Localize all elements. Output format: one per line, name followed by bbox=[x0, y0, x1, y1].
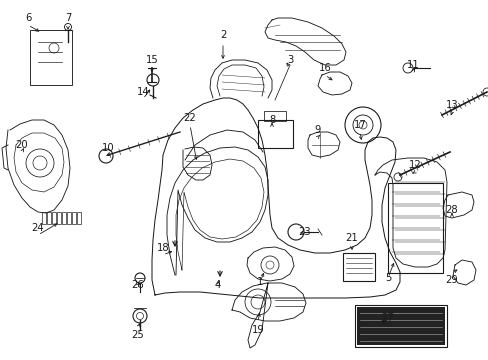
Text: 26: 26 bbox=[131, 280, 144, 290]
Text: 2: 2 bbox=[220, 30, 226, 40]
Bar bbox=[42, 212, 46, 224]
Text: 15: 15 bbox=[145, 55, 158, 65]
Text: 6: 6 bbox=[25, 13, 31, 23]
Text: 22: 22 bbox=[183, 113, 196, 123]
Bar bbox=[47, 212, 51, 224]
Text: 25: 25 bbox=[131, 330, 144, 340]
Text: 3: 3 bbox=[286, 55, 292, 65]
Text: 11: 11 bbox=[406, 60, 419, 70]
Text: 7: 7 bbox=[65, 13, 71, 23]
Text: 18: 18 bbox=[156, 243, 169, 253]
Text: 29: 29 bbox=[445, 275, 457, 285]
Bar bbox=[30, 30, 72, 85]
Text: 19: 19 bbox=[251, 325, 264, 335]
Bar bbox=[387, 183, 442, 273]
Text: 16: 16 bbox=[318, 63, 331, 73]
Bar bbox=[258, 120, 292, 148]
Text: 9: 9 bbox=[314, 125, 321, 135]
Bar bbox=[52, 212, 56, 224]
Bar bbox=[72, 212, 76, 224]
Text: 13: 13 bbox=[445, 100, 457, 110]
Text: 4: 4 bbox=[214, 280, 221, 290]
Text: 24: 24 bbox=[32, 223, 44, 233]
Bar bbox=[62, 212, 66, 224]
Bar bbox=[264, 111, 285, 121]
Text: 12: 12 bbox=[408, 160, 421, 170]
Text: 5: 5 bbox=[384, 273, 390, 283]
Bar bbox=[67, 212, 71, 224]
Text: 21: 21 bbox=[345, 233, 358, 243]
Text: 28: 28 bbox=[445, 205, 457, 215]
Bar bbox=[77, 212, 81, 224]
Text: 23: 23 bbox=[298, 227, 311, 237]
Bar bbox=[57, 212, 61, 224]
Text: 1: 1 bbox=[256, 277, 263, 287]
Bar bbox=[356, 307, 444, 345]
Bar bbox=[342, 253, 374, 281]
Text: 27: 27 bbox=[381, 313, 393, 323]
Text: 20: 20 bbox=[16, 140, 28, 150]
Text: 14: 14 bbox=[137, 87, 149, 97]
Text: 17: 17 bbox=[353, 120, 366, 130]
Text: 8: 8 bbox=[268, 115, 275, 125]
Text: 10: 10 bbox=[102, 143, 114, 153]
Bar bbox=[354, 305, 446, 347]
